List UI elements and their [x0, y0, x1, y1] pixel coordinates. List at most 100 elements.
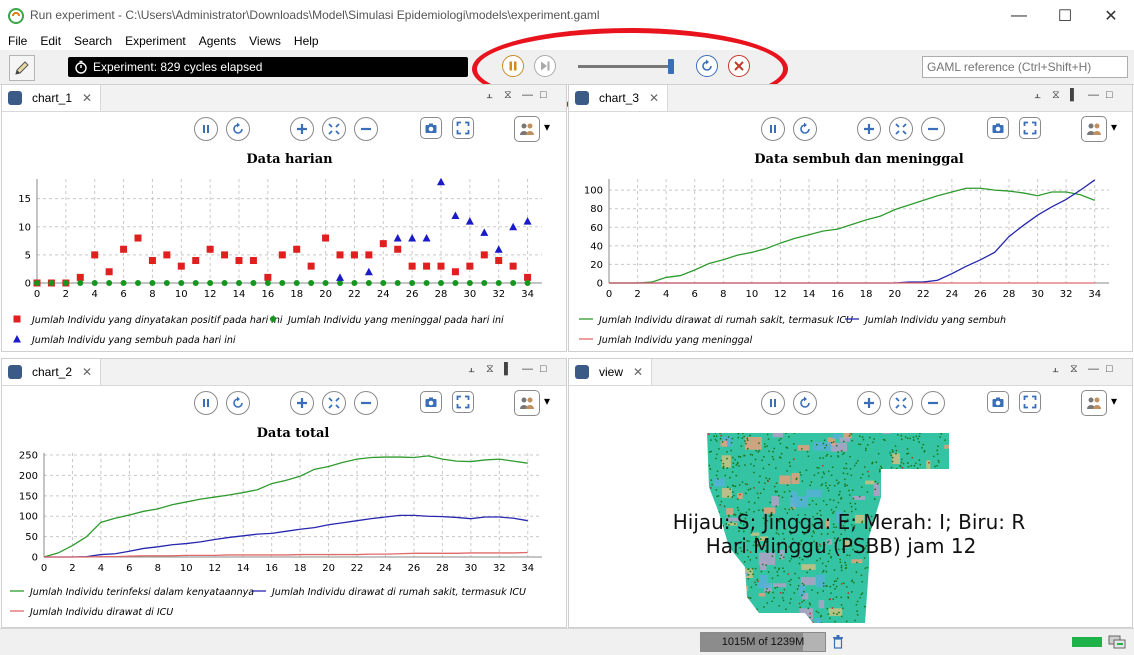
- fullscreen-button[interactable]: [452, 391, 474, 413]
- sync-icon[interactable]: ⧖: [1052, 89, 1060, 101]
- data-point: [207, 280, 214, 286]
- menu-bar: File Edit Search Experiment Agents Views…: [0, 32, 1134, 50]
- simulation-map: Hijau: S; Jingga: E; Merah: I; Biru: RHa…: [673, 433, 1025, 623]
- snapshot-button[interactable]: [987, 391, 1009, 413]
- zoom-in-button[interactable]: [857, 117, 881, 141]
- maximize-icon: ☐: [1057, 8, 1073, 25]
- menu-file[interactable]: File: [8, 34, 28, 48]
- zoom-in-button[interactable]: [290, 117, 314, 141]
- tab-chart_2[interactable]: chart_2 ✕: [2, 359, 102, 385]
- reload-experiment-button[interactable]: [696, 55, 718, 77]
- toggle-toolbar-icon[interactable]: ⫠: [1034, 89, 1041, 101]
- menu-experiment[interactable]: Experiment: [125, 34, 186, 48]
- pause-display-button[interactable]: [761, 117, 785, 141]
- pause-experiment-button[interactable]: [502, 55, 524, 77]
- zoom-fit-button[interactable]: [322, 117, 346, 141]
- zoom-out-button[interactable]: [921, 117, 945, 141]
- sync-display-button[interactable]: [793, 391, 817, 415]
- heap-status[interactable]: 1015M of 1239M: [700, 632, 826, 652]
- minimize-panel-icon[interactable]: —: [1088, 363, 1099, 375]
- menu-edit[interactable]: Edit: [40, 34, 62, 48]
- presentation-button[interactable]: [514, 390, 540, 416]
- menu-agents[interactable]: Agents: [198, 34, 237, 48]
- console-icon[interactable]: [1108, 634, 1126, 650]
- pause-display-button[interactable]: [194, 117, 218, 141]
- tab-close-icon[interactable]: ✕: [82, 365, 93, 379]
- fullscreen-button[interactable]: [452, 117, 474, 139]
- zoom-in-button[interactable]: [290, 391, 314, 415]
- tab-close-icon[interactable]: ✕: [649, 91, 660, 105]
- menu-help[interactable]: Help: [293, 34, 319, 48]
- dropdown-arrow-icon[interactable]: ▾: [1111, 394, 1118, 408]
- sync-display-button[interactable]: [226, 391, 250, 415]
- fullscreen-button[interactable]: [1019, 117, 1041, 139]
- data-point: [34, 280, 40, 286]
- speed-slider-thumb[interactable]: [668, 59, 675, 74]
- sync-icon[interactable]: ⧖: [1070, 363, 1078, 375]
- dropdown-arrow-icon[interactable]: ▾: [544, 120, 551, 134]
- zoom-out-button[interactable]: [354, 117, 378, 141]
- zoom-fit-button[interactable]: [889, 117, 913, 141]
- toggle-toolbar-icon[interactable]: ⫠: [486, 89, 493, 101]
- tab-view[interactable]: view ✕: [569, 359, 653, 385]
- close-experiment-button[interactable]: [728, 55, 750, 77]
- toggle-toolbar-icon[interactable]: ⫠: [1052, 363, 1059, 375]
- zoom-out-button[interactable]: [354, 391, 378, 415]
- sync-icon[interactable]: ⧖: [486, 363, 494, 375]
- zoom-fit-button[interactable]: [322, 391, 346, 415]
- split-icon[interactable]: ▌: [504, 363, 512, 375]
- close-window-button[interactable]: ✕: [1088, 0, 1134, 32]
- presentation-button[interactable]: [1081, 116, 1107, 142]
- pause-display-button[interactable]: [194, 391, 218, 415]
- data-point: [293, 245, 301, 253]
- tab-close-icon[interactable]: ✕: [633, 365, 644, 379]
- garbage-collect-icon[interactable]: [832, 634, 844, 649]
- tab-close-icon[interactable]: ✕: [82, 91, 93, 105]
- toggle-toolbar-icon[interactable]: ⫠: [468, 363, 475, 375]
- maximize-panel-icon[interactable]: □: [1106, 363, 1113, 375]
- data-point: [495, 257, 503, 265]
- data-point: [379, 240, 387, 248]
- data-point: [77, 280, 84, 286]
- zoom-in-button[interactable]: [857, 391, 881, 415]
- gaml-reference-search[interactable]: [922, 56, 1128, 78]
- menu-search[interactable]: Search: [74, 34, 113, 48]
- sync-icon[interactable]: ⧖: [504, 89, 512, 101]
- zoom-fit-button[interactable]: [889, 391, 913, 415]
- maximize-panel-icon[interactable]: □: [1106, 89, 1113, 101]
- minimize-panel-icon[interactable]: —: [1088, 89, 1099, 101]
- split-icon[interactable]: ▌: [1070, 89, 1078, 101]
- menu-views[interactable]: Views: [249, 34, 281, 48]
- data-point: [91, 280, 98, 286]
- zoom-out-button[interactable]: [921, 391, 945, 415]
- sync-display-button[interactable]: [793, 117, 817, 141]
- dropdown-arrow-icon[interactable]: ▾: [544, 394, 551, 408]
- maximize-button[interactable]: ☐: [1042, 0, 1088, 32]
- fullscreen-button[interactable]: [1019, 391, 1041, 413]
- presentation-button[interactable]: [1081, 390, 1107, 416]
- presentation-button[interactable]: [514, 116, 540, 142]
- tab-chart_3[interactable]: chart_3 ✕: [569, 85, 669, 111]
- minimize-button[interactable]: —: [996, 0, 1042, 32]
- data-point: [451, 268, 459, 276]
- sync-display-button[interactable]: [226, 117, 250, 141]
- snapshot-button[interactable]: [420, 391, 442, 413]
- edit-model-button[interactable]: [9, 55, 35, 81]
- sync-icon: [233, 122, 243, 134]
- maximize-panel-icon[interactable]: □: [540, 89, 547, 101]
- y-tick-label: 60: [590, 223, 603, 234]
- dropdown-arrow-icon[interactable]: ▾: [1111, 120, 1118, 134]
- pause-display-button[interactable]: [761, 391, 785, 415]
- snapshot-button[interactable]: [420, 117, 442, 139]
- data-point: [106, 280, 113, 286]
- maximize-panel-icon[interactable]: □: [540, 363, 547, 375]
- minimize-panel-icon[interactable]: —: [522, 89, 533, 101]
- minimize-panel-icon[interactable]: —: [522, 363, 533, 375]
- camera-icon: [992, 123, 1004, 133]
- step-experiment-button[interactable]: [534, 55, 556, 77]
- snapshot-button[interactable]: [987, 117, 1009, 139]
- speed-slider-track[interactable]: [578, 65, 674, 68]
- tab-chart_1[interactable]: chart_1 ✕: [2, 85, 102, 111]
- legend-label: Jumlah Individu yang sembuh: [863, 315, 1006, 326]
